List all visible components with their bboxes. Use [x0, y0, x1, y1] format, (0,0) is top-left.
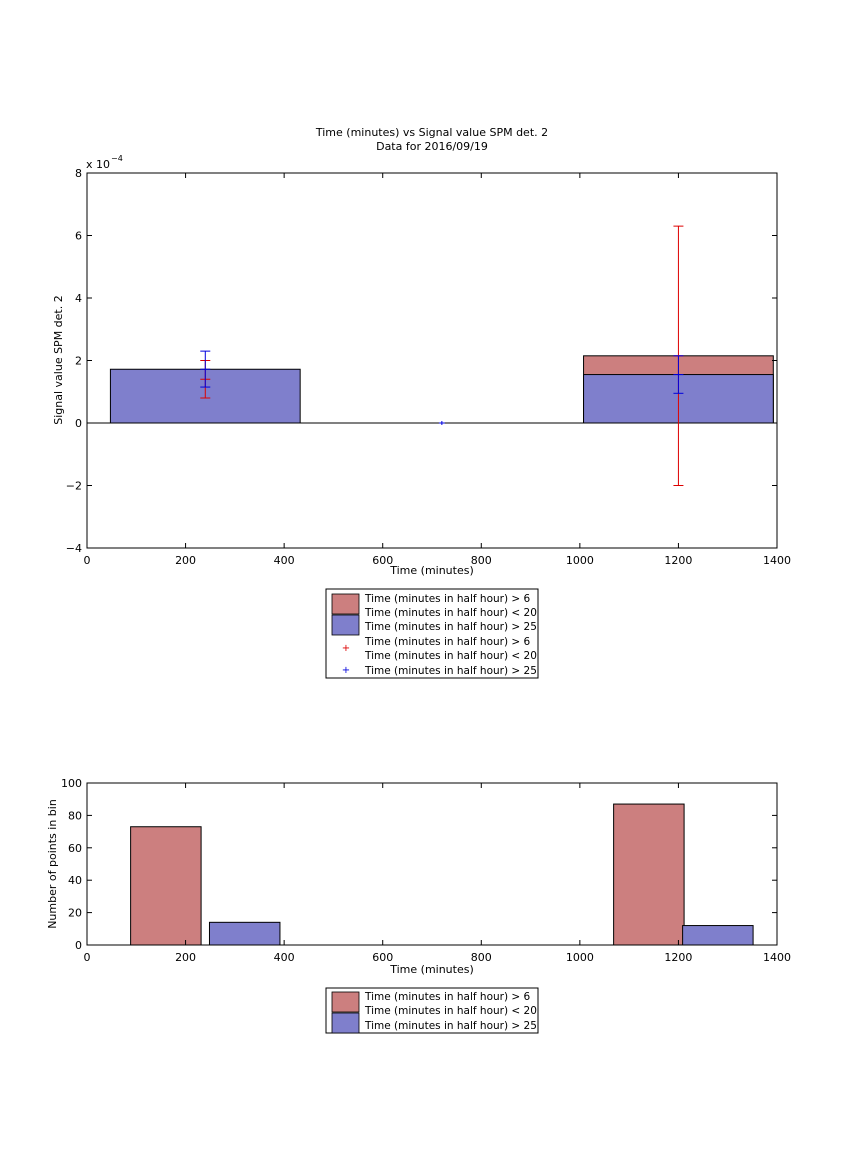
y-tick-label: 60	[68, 842, 82, 855]
y-tick-label: 80	[68, 809, 82, 822]
x-tick-label: 400	[274, 554, 295, 567]
x-tick-label: 1000	[566, 951, 594, 964]
signal-chart: Time (minutes) vs Signal value SPM det. …	[52, 126, 791, 577]
legend1-item: Time (minutes in half hour) > 6	[364, 636, 531, 648]
bar-blue	[682, 925, 754, 946]
chart1-xlabel: Time (minutes)	[389, 564, 474, 577]
chart1-legend: + + Time (minutes in half hour) > 6 Time…	[325, 588, 539, 679]
legend2-swatch-blue	[331, 1012, 360, 1034]
x-tick-label: 600	[372, 554, 393, 567]
legend1-swatch-red	[331, 593, 360, 615]
chart1-exponent-label: x 10	[86, 158, 110, 171]
chart1-title: Time (minutes) vs Signal value SPM det. …	[315, 126, 548, 139]
legend2-swatch-red	[331, 991, 360, 1013]
legend1-item: Time (minutes in half hour) > 6	[364, 593, 531, 605]
bar-red	[613, 803, 685, 946]
x-tick-label: 1200	[664, 951, 692, 964]
bar-blue	[208, 921, 281, 946]
x-tick-label: 1000	[566, 554, 594, 567]
legend1-box	[325, 588, 539, 679]
y-tick-label: 8	[75, 167, 82, 180]
x-tick-label: 1400	[763, 951, 791, 964]
x-tick-label: 800	[471, 951, 492, 964]
chart1-subtitle: Data for 2016/09/19	[376, 140, 488, 153]
bar-red	[130, 826, 202, 946]
y-tick-label: 100	[61, 777, 82, 790]
chart2-ylabel: Number of points in bin	[46, 799, 59, 929]
x-tick-label: 200	[175, 554, 196, 567]
y-tick-label: 0	[75, 417, 82, 430]
y-tick-label: 20	[68, 907, 82, 920]
legend1-item: Time (minutes in half hour) < 20	[364, 607, 537, 619]
count-chart: 0 200 400 600 800 1000 1200 1400 0 20 40 60 80 100 Ti…	[46, 777, 791, 976]
x-tick-label: 200	[175, 951, 196, 964]
y-tick-label: 40	[68, 874, 82, 887]
x-tick-label: 800	[471, 554, 492, 567]
x-tick-label: 600	[372, 951, 393, 964]
y-tick-label: 0	[75, 939, 82, 952]
x-tick-label: 1400	[763, 554, 791, 567]
y-tick-label: −2	[66, 480, 82, 493]
chart2-axes-frame	[86, 782, 778, 946]
legend2-item: Time (minutes in half hour) > 25	[364, 1020, 537, 1032]
legend2-item: Time (minutes in half hour) > 6	[364, 991, 531, 1003]
chart1-exponent-power: −4	[111, 154, 123, 163]
y-tick-label: 2	[75, 355, 82, 368]
chart2-legend: Time (minutes in half hour) > 6 Time (mi…	[325, 987, 539, 1034]
x-tick-label: 400	[274, 951, 295, 964]
y-tick-label: 4	[75, 292, 82, 305]
legend1-marker-red: +	[342, 643, 350, 654]
legend1-item: Time (minutes in half hour) > 25	[364, 621, 537, 633]
chart1-ylabel: Signal value SPM det. 2	[52, 295, 65, 425]
y-tick-label: −4	[66, 542, 82, 555]
chart2-xlabel: Time (minutes)	[389, 963, 474, 976]
legend2-box	[325, 987, 539, 1034]
legend1-swatch-blue	[331, 614, 360, 636]
legend1-marker-blue: +	[342, 665, 350, 676]
legend2-item: Time (minutes in half hour) < 20	[364, 1005, 537, 1017]
legend1-item: Time (minutes in half hour) > 25	[364, 665, 537, 677]
y-tick-label: 6	[75, 230, 82, 243]
x-tick-label: 1200	[664, 554, 692, 567]
x-tick-label: 0	[84, 951, 91, 964]
legend1-item: Time (minutes in half hour) < 20	[364, 650, 537, 662]
x-tick-label: 0	[84, 554, 91, 567]
